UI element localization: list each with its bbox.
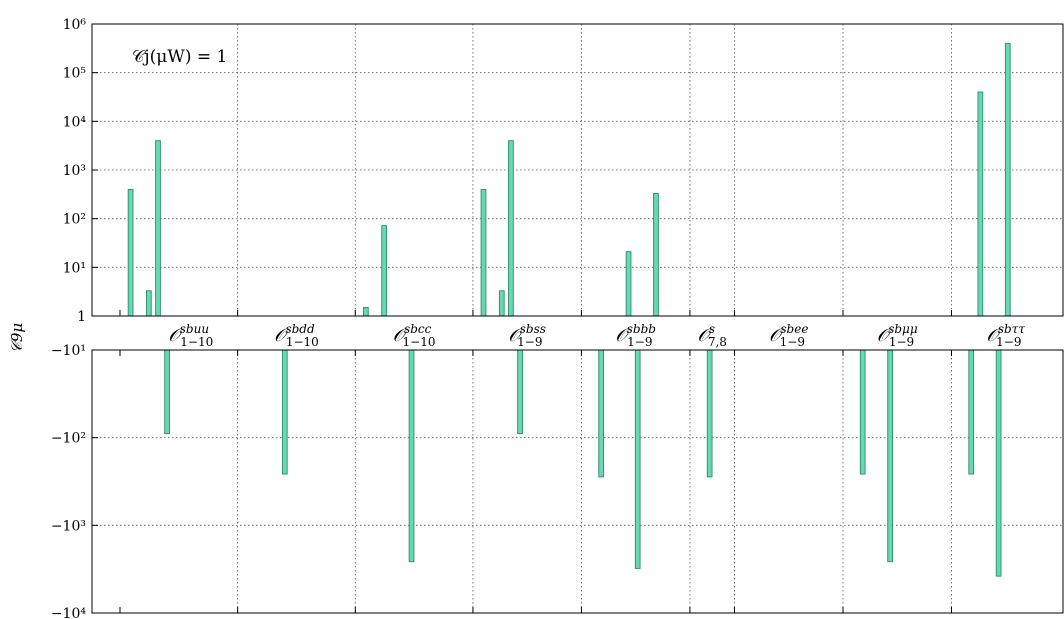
- frame: [91, 23, 1064, 614]
- operator-label-4: 𝒪sbbb 1−9: [615, 322, 656, 349]
- bar-sbττ-6: [1004, 42, 1011, 317]
- operator-label-5: 𝒪s 7,8: [698, 322, 727, 349]
- bar-sbuu-1: [127, 188, 134, 317]
- bar-sbbb-5: [625, 251, 632, 317]
- y-axis-label: 𝒞9μ: [8, 323, 26, 353]
- operator-label-2: 𝒪sbcc 1−10: [393, 322, 436, 349]
- y-tick-label-upper-5: 10⁵: [63, 66, 87, 82]
- annotation: 𝒞j(μW) = 1: [132, 47, 227, 67]
- y-tick-label-lower-1: −10²: [51, 431, 86, 447]
- operator-label-0: 𝒪sbuu 1−10: [168, 322, 213, 349]
- bar-sbcc-1: [363, 306, 369, 317]
- y-ticks: 1 10¹ 10² 10³ 10⁴ 10⁵ 10⁶ −10¹ −10² −10³ −10⁴: [51, 17, 98, 619]
- bar-sbμμ-2: [859, 349, 866, 475]
- bar-s-2: [706, 349, 713, 478]
- bar-sbuu-3: [145, 290, 152, 317]
- operator-labels: 𝒪sbuu 1−10 𝒪sbdd 1−10 𝒪sbcc 1−10 𝒪sbss 1−9 𝒪sbbb…: [168, 322, 1025, 349]
- bar-sbuu-4: [155, 140, 161, 317]
- operator-label-6: 𝒪sbee 1−9: [769, 322, 808, 349]
- bar-sbdd-5: [281, 349, 288, 475]
- y-tick-label-upper-0: 1: [77, 309, 86, 325]
- y-tick-label-upper-3: 10³: [63, 163, 86, 179]
- y-tick-label-upper-6: 10⁶: [63, 17, 87, 33]
- operator-label-8: 𝒪sbττ 1−9: [987, 322, 1026, 349]
- bar-sbττ-5: [995, 349, 1002, 577]
- bar-sbuu-5: [164, 349, 170, 435]
- bar-sbss-1: [480, 188, 487, 317]
- bar-sbbb-8: [653, 192, 659, 317]
- y-tick-label-lower-2: −10³: [51, 518, 86, 534]
- bar-sbcc-3: [381, 225, 387, 317]
- grid: [92, 23, 1064, 614]
- operator-label-7: 𝒪sbμμ 1−9: [877, 322, 918, 349]
- bars: [127, 42, 1011, 577]
- bar-sbcc-6: [408, 349, 415, 563]
- bar-sbbb-2: [598, 349, 604, 478]
- bar-sbττ-2: [968, 349, 975, 475]
- bar-sbbb-6: [634, 349, 641, 569]
- y-tick-label-upper-1: 10¹: [63, 260, 86, 276]
- operator-label-1: 𝒪sbdd 1−10: [274, 322, 319, 349]
- bar-sbss-4: [508, 140, 514, 317]
- lower-panel-frame: [91, 349, 1064, 614]
- y-tick-label-upper-2: 10²: [63, 212, 86, 228]
- bar-sbss-3: [498, 290, 505, 317]
- y-tick-label-lower-0: −10¹: [51, 343, 86, 359]
- bar-sbss-5: [517, 349, 523, 435]
- bar-sbμμ-5: [887, 349, 893, 563]
- operator-label-3: 𝒪sbss 1−9: [508, 322, 546, 349]
- y-tick-label-upper-4: 10⁴: [63, 114, 87, 130]
- bar-sbττ-3: [977, 91, 984, 317]
- y-tick-label-lower-3: −10⁴: [51, 606, 87, 619]
